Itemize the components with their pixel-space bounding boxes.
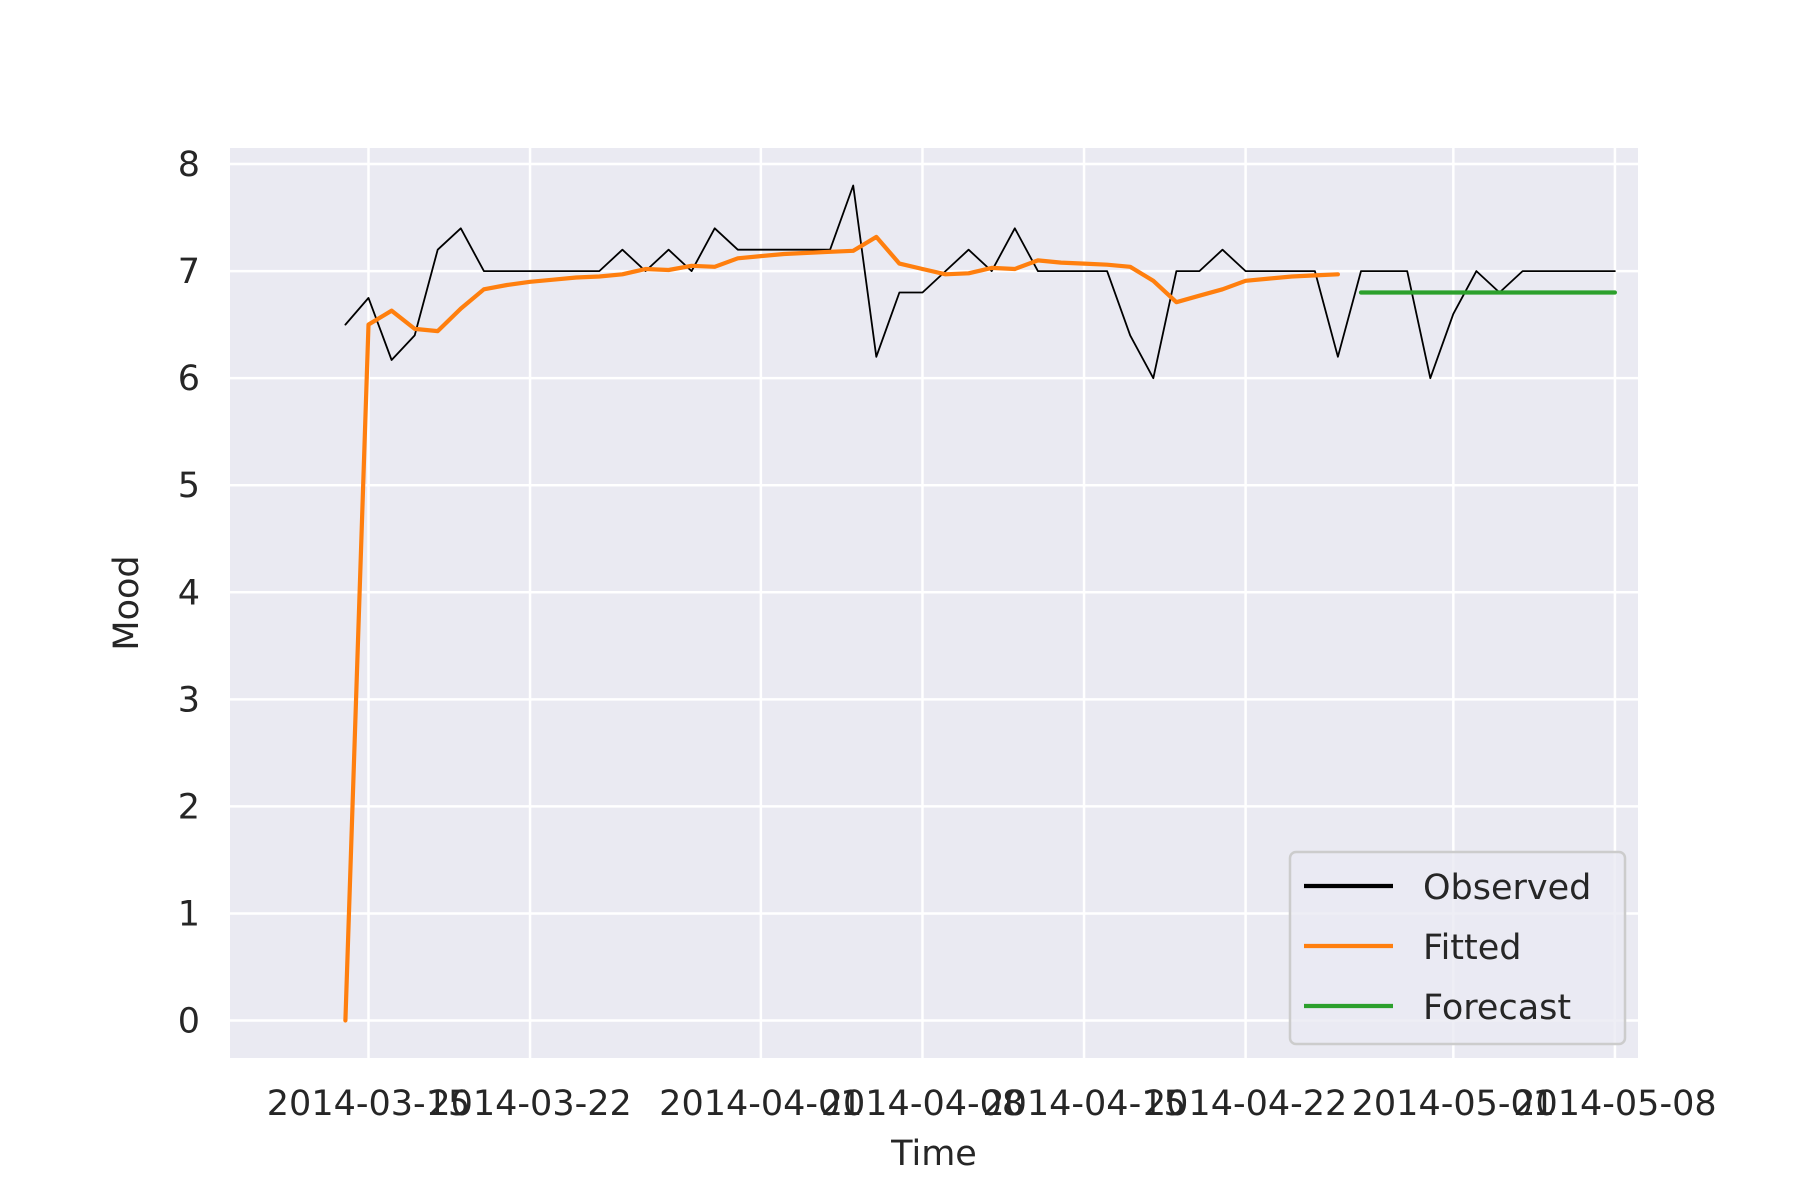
x-axis-label: Time [890,1134,977,1174]
grid [230,148,1638,1058]
y-tick-label: 5 [178,466,200,506]
y-tick-label: 0 [178,1002,200,1042]
legend-label-observed: Observed [1423,868,1591,908]
x-tick-label: 2014-05-01 [1352,1084,1555,1124]
legend-frame [1288,850,1627,1046]
x-tick-label: 2014-04-01 [659,1084,862,1124]
y-tick-label: 3 [178,680,200,720]
y-tick-label: 6 [178,359,200,399]
series-line-fitted [343,234,1341,1023]
x-tick-label: 2014-04-22 [1144,1084,1347,1124]
x-tick-label: 2014-03-15 [267,1084,470,1124]
series-layer [343,184,1618,1023]
x-tick-label: 2014-04-15 [982,1084,1185,1124]
y-tick-label: 4 [178,573,200,613]
legend-label-fitted: Fitted [1423,928,1522,968]
legend-label-forecast: Forecast [1423,988,1571,1028]
y-tick-label: 8 [178,145,200,185]
series-line-observed [344,184,1616,380]
y-tick-label: 7 [178,252,200,292]
x-tick-label: 2014-05-08 [1513,1084,1716,1124]
y-tick-label: 2 [178,787,200,827]
x-tick-label: 2014-04-08 [821,1084,1024,1124]
y-tick-label: 1 [178,894,200,934]
y-axis-label: Mood [107,555,147,650]
legend: Observed Fitted Forecast [1288,850,1627,1046]
x-tick-label: 2014-03-22 [428,1084,631,1124]
y-tick-labels: 0 1 2 3 4 5 6 7 8 [178,145,200,1041]
